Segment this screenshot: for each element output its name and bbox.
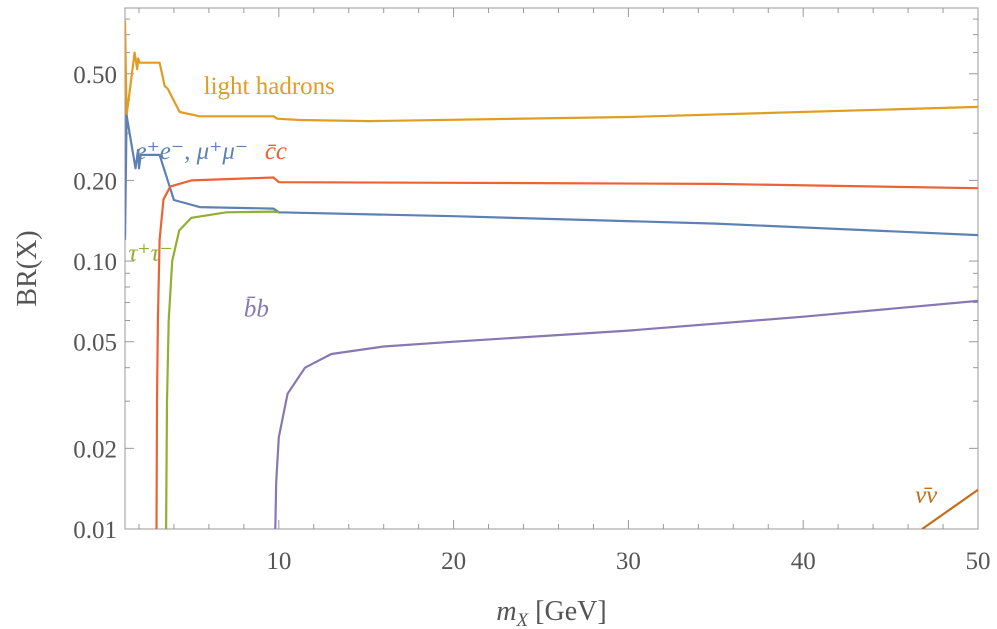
x-tick-label: 20 (441, 548, 466, 575)
x-tick-label: 40 (791, 548, 816, 575)
series-label-2: c̄c (265, 138, 287, 165)
y-axis-label: BR(X) (12, 230, 43, 306)
series-line-4 (274, 299, 978, 529)
series-line-2 (155, 176, 978, 529)
x-axis-label-sub: X (516, 610, 530, 629)
y-tick-label: 0.05 (73, 330, 117, 357)
series-label-5: ν̄ν (915, 482, 938, 509)
x-axis-label: mX [GeV] (496, 596, 606, 629)
x-axis-label-var: m (496, 596, 516, 627)
x-tick-label: 50 (966, 548, 991, 575)
series-label-1: e⁺e⁻, μ⁺μ⁻ (135, 138, 248, 165)
series-line-1 (125, 114, 978, 240)
y-tick-label: 0.10 (73, 249, 117, 276)
series-line-3 (165, 210, 279, 529)
series-line-0 (125, 20, 978, 123)
series-label-3: τ⁺τ⁻ (128, 240, 172, 267)
y-tick-label: 0.50 (73, 62, 117, 89)
x-tick-label: 30 (616, 548, 641, 575)
series-label-0: light hadrons (204, 73, 335, 100)
y-tick-label: 0.20 (73, 168, 117, 195)
y-tick-label: 0.01 (73, 517, 117, 544)
x-axis-label-unit: [GeV] (528, 596, 607, 627)
x-tick-label: 10 (266, 548, 291, 575)
plot-frame (124, 7, 979, 530)
series-label-4: b̄b (244, 296, 269, 323)
series-line-5 (921, 488, 978, 529)
y-tick-label: 0.02 (73, 436, 117, 463)
